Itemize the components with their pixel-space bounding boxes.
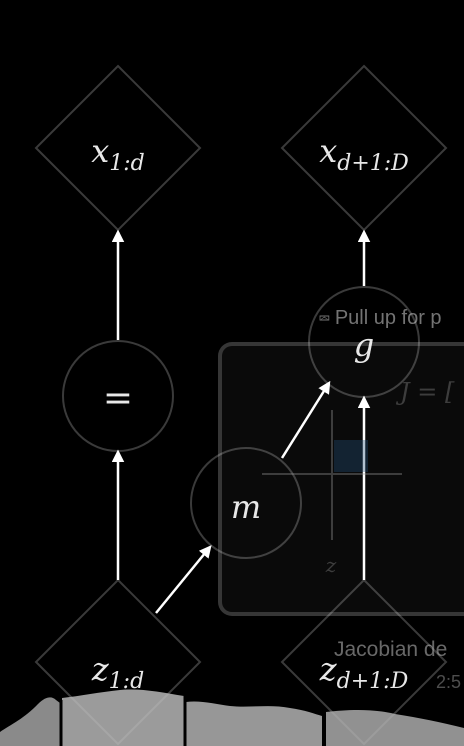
conditioner-label: m [231,488,261,526]
identity-label: = [103,378,133,419]
x-right-sub: d+1:D [337,151,409,176]
double-chevron-up-icon: ⮹ [318,311,331,328]
svg-text:x1:d: x1:d [91,132,145,176]
preview-axis-label: z [325,553,337,577]
svg-text:zd+1:D: zd+1:D [319,650,409,694]
z-right-sub: d+1:D [337,669,409,694]
pull-up-hint[interactable]: ⮹ Pull up for p [318,307,442,330]
preview-card[interactable] [218,342,464,616]
x-left-base: x [91,132,109,170]
x-right-base: x [319,132,337,170]
next-video-duration: 2:5 [436,672,462,692]
arrow-zleft-conditioner [155,545,212,614]
z-right-base: z [319,650,338,688]
svg-text:xd+1:D: xd+1:D [319,132,409,176]
preview-formula: J = [ [395,378,455,406]
preview-accent-block [334,440,368,472]
pull-up-label: Pull up for p [334,307,442,329]
node-coupling: g [308,286,420,398]
node-x-right: xd+1:D [280,64,448,232]
node-conditioner: m [190,447,302,559]
coupling-label: g [354,326,374,364]
z-left-base: z [91,650,110,688]
node-x-left: x1:d [34,64,202,232]
preview-plot: z J = [ [262,378,455,577]
node-identity: = [62,340,174,452]
next-video-title[interactable]: Jacobian de [334,638,448,661]
seek-preview-strip[interactable] [0,670,464,746]
arrow-conditioner-coupling [280,380,331,459]
x-left-sub: 1:d [109,151,145,176]
